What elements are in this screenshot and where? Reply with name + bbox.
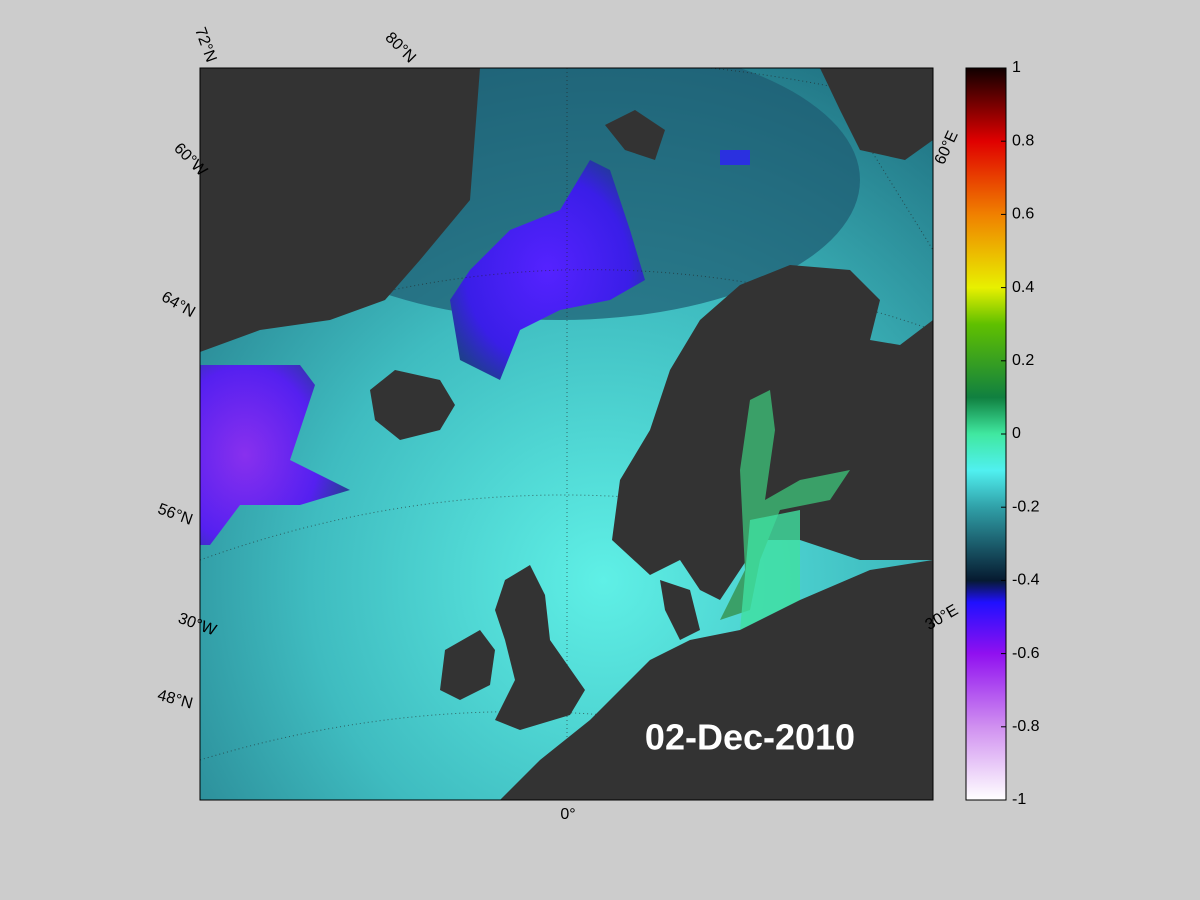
colorbar-tick-label: 0.2	[1012, 352, 1034, 369]
graticule-label: 64°N	[158, 288, 197, 321]
colorbar-tick-label: 0	[1012, 425, 1021, 442]
colorbar-tick-label: -0.6	[1012, 645, 1040, 662]
graticule-label: 48°N	[156, 687, 195, 713]
europe	[500, 560, 933, 800]
colorbar-tick-label: 0.6	[1012, 206, 1034, 223]
colorbar-tick-label: 1	[1012, 59, 1021, 76]
anomaly-blob	[200, 365, 350, 545]
colorbar-tick-label: -0.4	[1012, 572, 1040, 589]
date-label: 02-Dec-2010	[645, 717, 855, 758]
colorbar-tick-label: -0.2	[1012, 498, 1040, 515]
colorbar-tick-label: -1	[1012, 791, 1026, 808]
graticule-label: 0°	[560, 806, 575, 823]
svalbard	[605, 110, 665, 160]
graticule-label: 80°N	[382, 29, 419, 66]
novaya-zemlya	[820, 68, 933, 160]
great-britain	[495, 565, 585, 730]
ireland	[440, 630, 495, 700]
anomaly-blob	[450, 160, 645, 380]
anomaly-blob	[720, 150, 750, 165]
map-area	[200, 68, 933, 800]
colorbar-tick-label: -0.8	[1012, 718, 1040, 735]
colorbar	[965, 67, 1007, 801]
graticule-label: 56°N	[155, 501, 194, 529]
greenland	[200, 68, 480, 352]
graticule-label: 60°E	[932, 128, 962, 167]
baltic-sea	[740, 510, 800, 630]
colorbar-tick-label: 0.8	[1012, 132, 1034, 149]
graticule-label: 72°N	[191, 25, 219, 64]
iceland	[370, 370, 455, 440]
map-frame	[199, 67, 934, 801]
denmark	[660, 580, 700, 640]
colorbar-tick-label: 0.4	[1012, 279, 1034, 296]
